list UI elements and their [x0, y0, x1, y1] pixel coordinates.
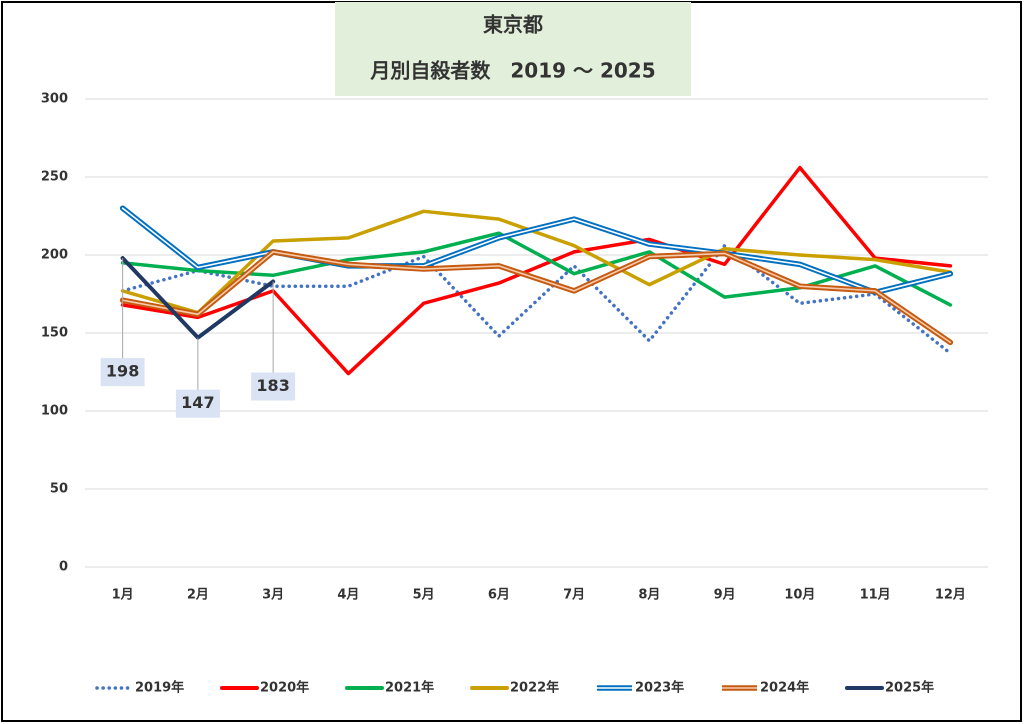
title-box	[335, 2, 691, 96]
y-tick-label: 300	[41, 92, 68, 107]
data-label: 183	[256, 376, 289, 395]
series-line	[120, 231, 953, 307]
x-tick-label: 11月	[860, 588, 891, 603]
chart-title: 東京都	[483, 13, 543, 37]
y-tick-label: 200	[41, 248, 68, 263]
series-line	[120, 165, 953, 376]
data-label: 198	[106, 362, 139, 381]
x-tick-label: 1月	[112, 588, 134, 603]
x-tick-label: 4月	[337, 588, 359, 603]
legend-label: 2020年	[260, 680, 309, 696]
legend-label: 2022年	[510, 680, 559, 696]
data-label-box	[175, 389, 220, 418]
y-tick-label: 50	[50, 482, 68, 497]
chart-subtitle: 月別自殺者数 2019 〜 2025	[369, 59, 655, 83]
x-tick-label: 6月	[488, 588, 510, 603]
legend-label: 2025年	[885, 680, 934, 696]
x-tick-label: 8月	[638, 588, 660, 603]
x-tick-label: 10月	[784, 588, 815, 603]
y-tick-label: 150	[41, 326, 68, 341]
legend-label: 2023年	[635, 680, 684, 696]
series-line-inner	[121, 207, 952, 294]
y-tick-label: 0	[59, 560, 68, 575]
data-label-box	[100, 358, 145, 387]
x-tick-label: 5月	[413, 588, 435, 603]
data-label: 147	[181, 393, 214, 412]
x-tick-label: 12月	[935, 588, 966, 603]
y-tick-label: 250	[41, 170, 68, 185]
x-tick-label: 3月	[262, 588, 284, 603]
x-tick-label: 9月	[714, 588, 736, 603]
series-line	[120, 243, 953, 356]
x-tick-label: 2月	[187, 588, 209, 603]
legend-label: 2024年	[760, 680, 809, 696]
legend-label: 2019年	[135, 680, 184, 696]
series-line-inner	[121, 251, 952, 344]
y-tick-label: 100	[41, 404, 68, 419]
legend-label: 2021年	[385, 680, 434, 696]
x-tick-label: 7月	[563, 588, 585, 603]
data-label-box	[251, 372, 296, 401]
